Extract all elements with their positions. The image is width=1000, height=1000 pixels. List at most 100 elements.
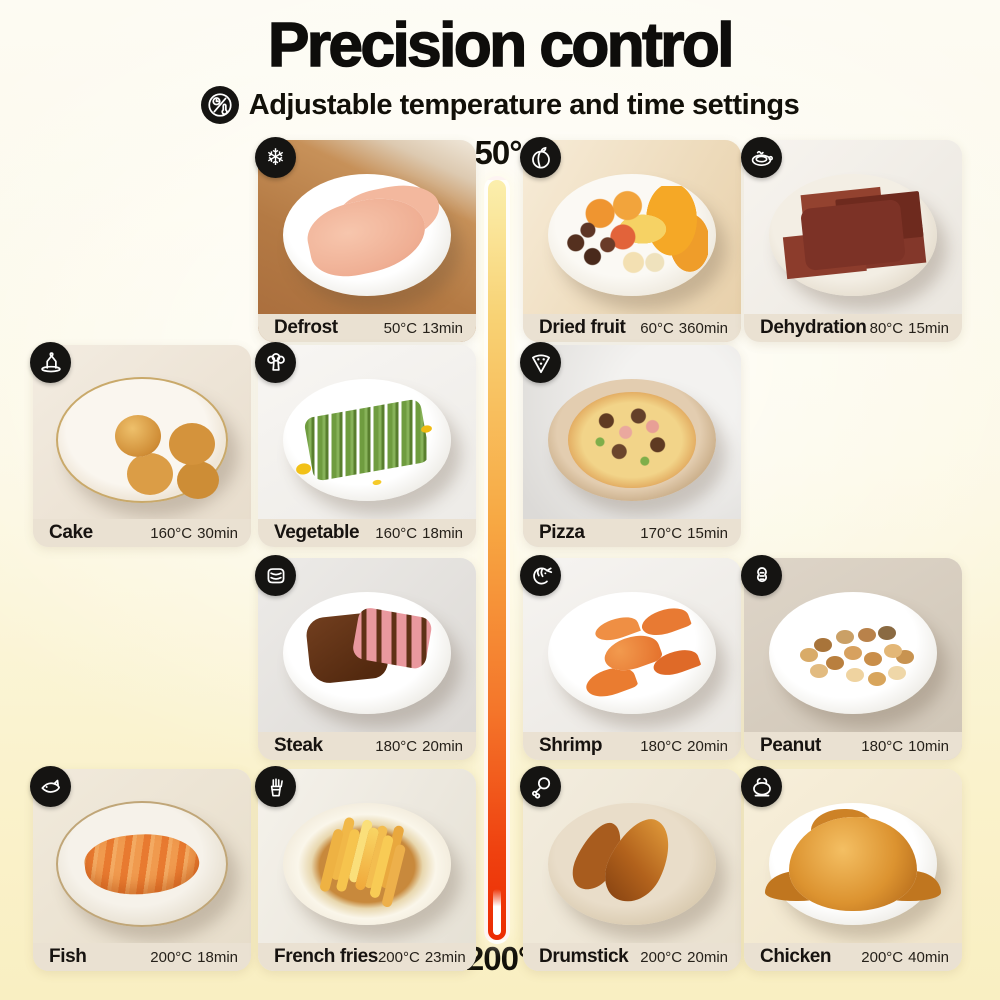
card-title: Defrost: [274, 317, 338, 338]
bar-tip-highlight: [493, 889, 501, 935]
card-temp-time: 160°C 30min: [150, 525, 238, 542]
shrimp-icon: [520, 555, 561, 596]
card-fish: Fish 200°C 18min: [30, 766, 251, 971]
defrost-photo: Defrost 50°C 13min: [258, 140, 476, 342]
card-label-bar: Chicken 200°C 40min: [744, 943, 962, 971]
card-dehydration: Dehydration 80°C 15min: [741, 137, 962, 342]
card-time: 18min: [197, 948, 238, 966]
card-label-bar: French fries 200°C 23min: [258, 943, 476, 971]
card-label-bar: Defrost 50°C 13min: [258, 314, 476, 342]
pizza-pan: [548, 378, 716, 501]
vegetable-photo: Vegetable 160°C 18min: [258, 345, 476, 547]
card-temp: 160°C: [375, 524, 418, 542]
pizza-photo: Pizza 170°C 15min: [523, 345, 741, 547]
subtitle-row: Adjustable temperature and time settings: [0, 84, 1000, 126]
card-time: 15min: [908, 319, 949, 337]
scale-top-label: 50°: [474, 134, 523, 171]
salmon-image: [81, 827, 203, 901]
plate: [56, 376, 228, 503]
plate: [283, 378, 451, 501]
card-temp: 200°C: [640, 948, 683, 966]
dehydration-photo: Dehydration 80°C 15min: [744, 140, 962, 342]
card-peanut: Peanut 180°C 10min: [741, 555, 962, 760]
card-vegetable: Vegetable 160°C 18min: [255, 342, 476, 547]
card-temp: 200°C: [377, 948, 420, 966]
chicken-icon: [741, 766, 782, 807]
card-title: Drumstick: [539, 946, 629, 967]
drumstick-icon: [520, 766, 561, 807]
snowflake-icon: ❄: [255, 137, 296, 178]
plate: [769, 802, 937, 925]
plate: [283, 173, 451, 296]
card-dried-fruit: Dried fruit 60°C 360min: [520, 137, 741, 342]
card-temp-time: 180°C 20min: [375, 738, 463, 755]
card-title: Fish: [49, 946, 87, 967]
fish-icon: [30, 766, 71, 807]
shrimp-image: [600, 628, 664, 678]
jerky-image: [800, 198, 906, 271]
cake-icon: [30, 342, 71, 383]
temperature-time-icon: [200, 86, 239, 124]
card-title: Peanut: [760, 735, 821, 756]
broccoli-icon: [255, 342, 296, 383]
card-label-bar: Vegetable 160°C 18min: [258, 519, 476, 547]
card-temp-time: 200°C 23min: [378, 949, 466, 966]
card-title: Pizza: [539, 522, 585, 543]
roast-chicken-image: [789, 816, 917, 911]
card-temp: 200°C: [861, 948, 904, 966]
card-time: 23min: [424, 948, 466, 966]
scale-bottom-label: 200°: [465, 940, 531, 977]
card-time: 30min: [197, 524, 238, 542]
plate: [769, 173, 937, 296]
card-label-bar: Pizza 170°C 15min: [523, 519, 741, 547]
card-title: Cake: [49, 522, 93, 543]
card-label-bar: Dried fruit 60°C 360min: [523, 314, 741, 342]
french-fries-photo: French fries 200°C 23min: [258, 769, 476, 971]
card-temp: 60°C: [640, 319, 674, 337]
card-label-bar: Drumstick 200°C 20min: [523, 943, 741, 971]
card-temp-time: 80°C 15min: [870, 320, 949, 337]
card-title: Vegetable: [274, 522, 360, 543]
card-title: Steak: [274, 735, 323, 756]
card-label-bar: Fish 200°C 18min: [33, 943, 251, 971]
dried-fruit-icon: [520, 137, 561, 178]
dehydration-icon: [741, 137, 782, 178]
card-time: 20min: [422, 737, 463, 755]
plate: [283, 591, 451, 714]
card-temp-time: 50°C 13min: [384, 320, 463, 337]
plate: [548, 591, 716, 714]
card-temp: 180°C: [861, 737, 904, 755]
card-temp: 160°C: [150, 524, 193, 542]
drumstick-photo: Drumstick 200°C 20min: [523, 769, 741, 971]
asparagus-image: [303, 398, 431, 482]
fish-photo: Fish 200°C 18min: [33, 769, 251, 971]
card-time: 15min: [687, 524, 728, 542]
chicken-breast-image: [301, 188, 433, 284]
card-title: Chicken: [760, 946, 832, 967]
card-time: 360min: [678, 319, 728, 337]
card-temp: 180°C: [375, 737, 418, 755]
card-shrimp: Shrimp 180°C 20min: [520, 555, 741, 760]
card-title: Shrimp: [539, 735, 603, 756]
card-temp: 200°C: [150, 948, 193, 966]
muffins-image: [115, 414, 161, 457]
bowl: [283, 802, 451, 925]
card-label-bar: Cake 160°C 30min: [33, 519, 251, 547]
card-time: 18min: [422, 524, 463, 542]
card-temp: 170°C: [640, 524, 683, 542]
shrimp-photo: Shrimp 180°C 20min: [523, 558, 741, 760]
mixed-nuts-image: [844, 645, 862, 660]
card-time: 40min: [908, 948, 949, 966]
card-temp-time: 180°C 20min: [640, 738, 728, 755]
card-temp-time: 170°C 15min: [640, 525, 728, 542]
card-time: 10min: [908, 737, 949, 755]
card-time: 20min: [687, 948, 728, 966]
peanut-icon: [741, 555, 782, 596]
steak-photo: Steak 180°C 20min: [258, 558, 476, 760]
card-drumstick: Drumstick 200°C 20min: [520, 766, 741, 971]
card-label-bar: Dehydration 80°C 15min: [744, 314, 962, 342]
card-label-bar: Peanut 180°C 10min: [744, 732, 962, 760]
temperature-gradient-bar: [484, 176, 510, 944]
card-temp: 50°C: [383, 319, 418, 337]
card-chicken: Chicken 200°C 40min: [741, 766, 962, 971]
